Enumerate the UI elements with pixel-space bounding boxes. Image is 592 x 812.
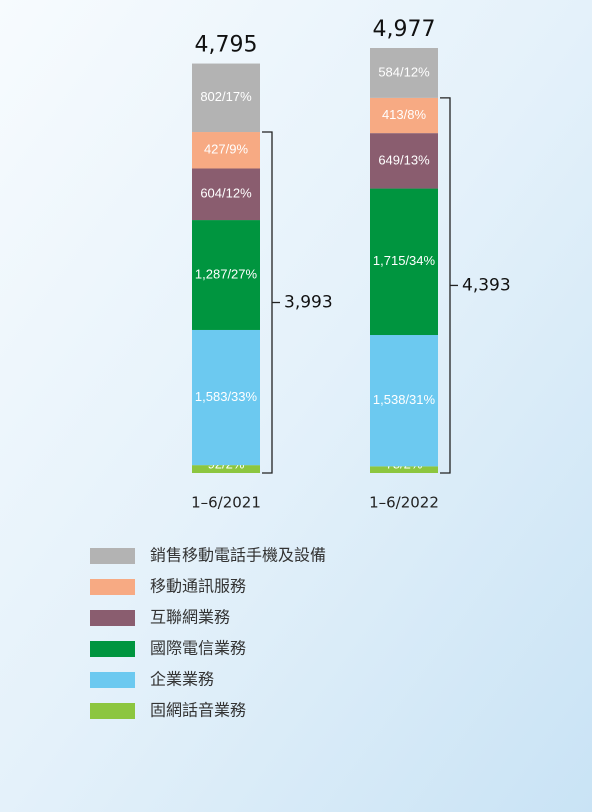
bracket-label: 4,393 — [462, 275, 511, 295]
legend-label: 企業業務 — [150, 670, 214, 689]
bar-segment — [192, 63, 260, 133]
legend-swatch — [90, 548, 135, 564]
value-label: 1,538/31% — [373, 392, 436, 407]
bar-segment — [370, 335, 438, 467]
bar-segment — [192, 465, 260, 473]
total-label: 4,795 — [195, 33, 258, 58]
value-label: 1,287/27% — [195, 266, 258, 281]
value-label: 604/12% — [200, 186, 252, 201]
value-label: 649/13% — [378, 152, 430, 167]
x-tick-label: 1–6/2022 — [369, 494, 439, 512]
legend-label: 互聯網業務 — [150, 608, 230, 627]
bar-segment — [370, 97, 438, 134]
bar-segment — [192, 132, 260, 169]
value-label: 584/12% — [378, 64, 430, 79]
bracket-label: 3,993 — [284, 293, 333, 313]
bar-segment — [192, 329, 260, 466]
legend-swatch — [90, 672, 135, 688]
value-label: 413/8% — [382, 107, 427, 122]
x-tick-label: 1–6/2021 — [191, 494, 261, 512]
legend-label: 國際電信業務 — [150, 639, 246, 658]
legend-swatch — [90, 703, 135, 719]
legend-label: 移動通訊服務 — [150, 577, 246, 596]
value-label: 1,715/34% — [373, 253, 436, 268]
total-label: 4,977 — [373, 17, 436, 42]
bar-segment — [370, 188, 438, 336]
value-label: 802/17% — [200, 89, 252, 104]
bar-segment — [370, 133, 438, 189]
bar-segment — [192, 168, 260, 221]
bar-segment — [370, 48, 438, 98]
value-label: 1,583/33% — [195, 389, 258, 404]
legend-label: 固網話音業務 — [150, 701, 246, 720]
bar-segment — [192, 220, 260, 330]
legend-label: 銷售移動電話手機及設備 — [150, 546, 326, 565]
value-label: 427/9% — [204, 142, 249, 157]
bar-segment — [370, 466, 438, 473]
legend-swatch — [90, 579, 135, 595]
legend-swatch — [90, 610, 135, 626]
legend-swatch — [90, 641, 135, 657]
